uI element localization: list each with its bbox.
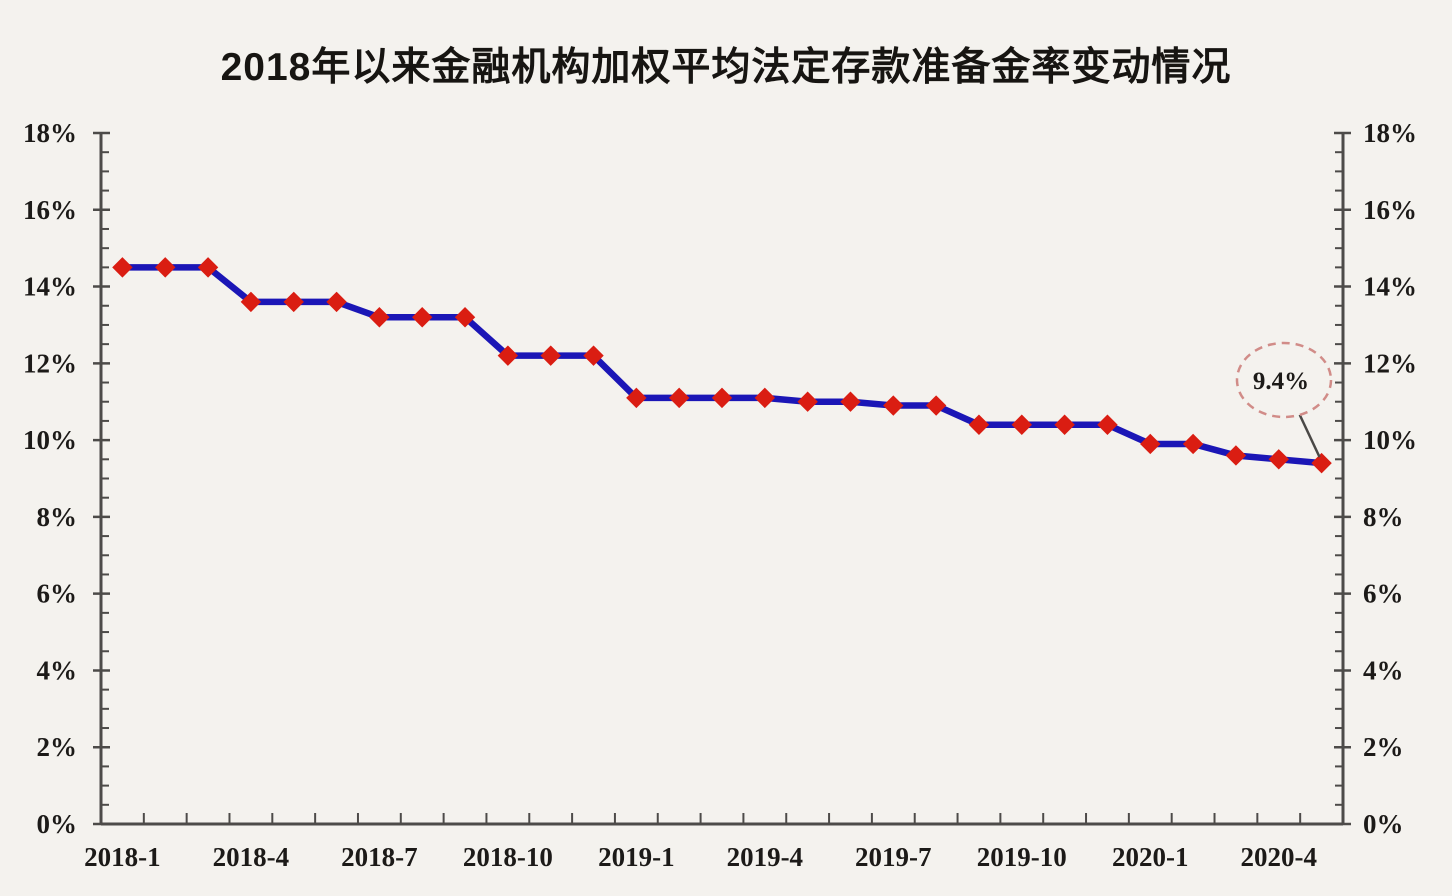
data-point-marker bbox=[283, 291, 304, 313]
left-y-axis-tick-label: 8% bbox=[37, 502, 78, 532]
chart-title: 2018年以来金融机构加权平均法定存款准备金率变动情况 bbox=[220, 46, 1232, 89]
x-axis-tick-label: 2018-1 bbox=[84, 842, 161, 872]
data-line bbox=[119, 264, 1325, 467]
data-point-marker bbox=[497, 345, 519, 366]
x-axis-tick-label: 2019-10 bbox=[977, 842, 1067, 872]
data-point-marker bbox=[454, 307, 476, 328]
left-y-axis-tick-label: 14% bbox=[23, 272, 77, 302]
data-point-marker bbox=[411, 307, 433, 328]
data-point-marker bbox=[1011, 414, 1032, 435]
data-point-marker bbox=[1097, 414, 1118, 435]
left-y-axis-tick-label: 10% bbox=[23, 425, 77, 455]
data-point-marker bbox=[925, 395, 947, 416]
x-axis-tick-label: 2020-1 bbox=[1112, 842, 1189, 872]
data-point-marker bbox=[626, 387, 647, 409]
left-y-axis-tick-label: 6% bbox=[37, 579, 78, 609]
data-point-marker bbox=[1054, 414, 1075, 435]
data-point-marker bbox=[197, 257, 219, 278]
right-y-axis-tick-label: 10% bbox=[1363, 425, 1417, 455]
x-axis-tick-label: 2018-7 bbox=[341, 842, 418, 872]
annotation-ellipse bbox=[1235, 341, 1333, 419]
data-point-marker bbox=[1311, 452, 1332, 474]
right-y-axis-tick-label: 16% bbox=[1363, 195, 1417, 225]
right-y-axis-tick-label: 0% bbox=[1363, 809, 1404, 839]
data-point-marker bbox=[840, 391, 861, 412]
x-axis-tick-label: 2018-10 bbox=[463, 842, 553, 872]
left-y-axis-tick-label: 12% bbox=[23, 348, 77, 378]
data-point-marker bbox=[1140, 433, 1161, 455]
right-y-axis-tick-label: 12% bbox=[1363, 348, 1417, 378]
x-axis-tick-label: 2019-1 bbox=[598, 842, 675, 872]
right-y-axis-tick-label: 6% bbox=[1363, 579, 1404, 609]
left-y-axis-tick-label: 2% bbox=[37, 732, 78, 762]
right-y-axis-tick-label: 4% bbox=[1363, 655, 1404, 685]
data-point-marker bbox=[1182, 433, 1204, 455]
data-point-marker bbox=[968, 414, 990, 435]
data-point-marker bbox=[583, 345, 604, 366]
left-y-axis-tick-label: 0% bbox=[37, 809, 78, 839]
right-y-axis-tick-label: 8% bbox=[1363, 502, 1404, 532]
annotation-label: 9.4% bbox=[1253, 368, 1309, 395]
left-y-axis-tick-label: 4% bbox=[37, 655, 78, 685]
annotation-connector-line bbox=[1298, 414, 1321, 458]
x-axis-tick-label: 2018-4 bbox=[213, 842, 290, 872]
data-point-marker bbox=[240, 291, 262, 313]
right-y-axis-tick-label: 18% bbox=[1363, 118, 1417, 148]
data-point-marker bbox=[883, 395, 904, 416]
data-point-marker bbox=[754, 387, 776, 409]
data-point-marker bbox=[540, 345, 561, 366]
right-y-axis-tick-label: 2% bbox=[1363, 732, 1404, 762]
x-axis-tick-label: 2020-4 bbox=[1241, 842, 1318, 872]
left-y-axis-tick-label: 16% bbox=[23, 195, 77, 225]
data-point-marker bbox=[1225, 445, 1247, 466]
data-point-marker bbox=[668, 387, 690, 409]
data-point-marker bbox=[112, 257, 133, 278]
right-y-axis-tick-label: 14% bbox=[1363, 272, 1417, 302]
x-axis-tick-label: 2019-4 bbox=[727, 842, 804, 872]
data-point-marker bbox=[1268, 449, 1289, 470]
data-point-marker bbox=[326, 291, 347, 313]
left-y-axis-tick-label: 18% bbox=[23, 118, 77, 148]
data-point-marker bbox=[711, 387, 733, 409]
data-point-marker bbox=[155, 257, 176, 278]
data-point-marker bbox=[369, 307, 390, 328]
x-axis-tick-label: 2019-7 bbox=[855, 842, 932, 872]
data-point-marker bbox=[797, 391, 818, 412]
